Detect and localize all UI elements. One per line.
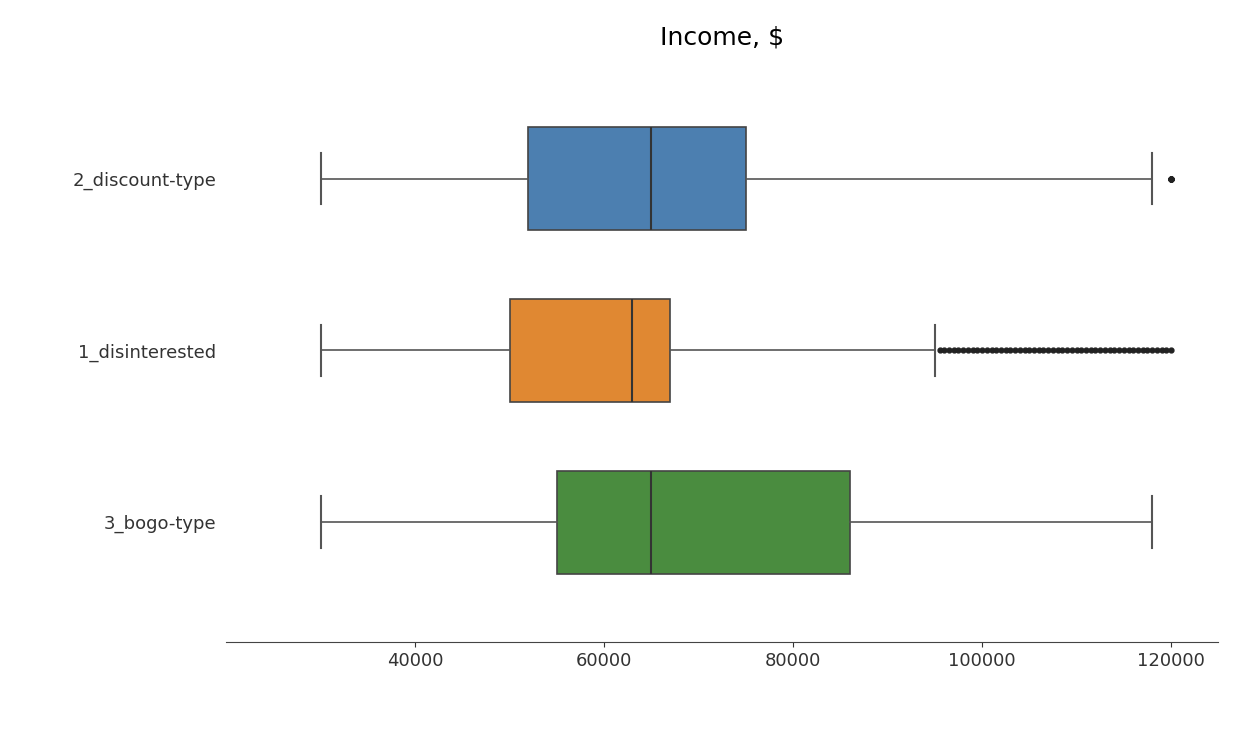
PathPatch shape [510,299,671,402]
Title: Income, $: Income, $ [661,26,784,50]
PathPatch shape [556,471,850,574]
PathPatch shape [529,127,746,230]
